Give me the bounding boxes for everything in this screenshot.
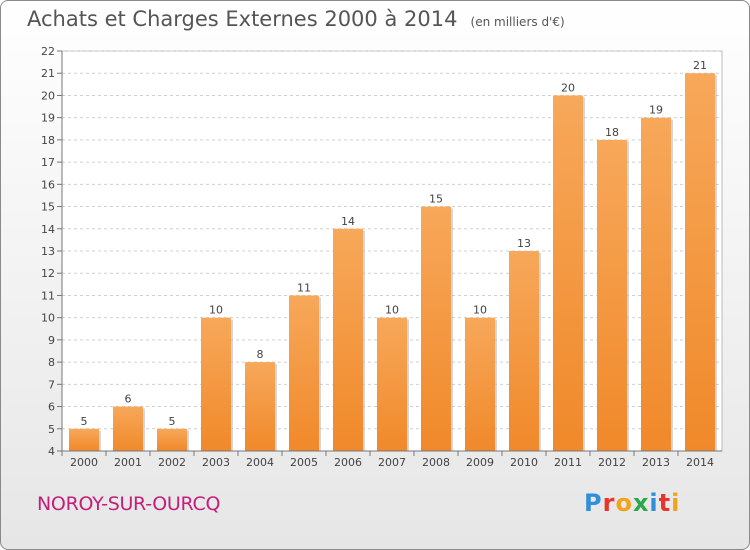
logo-letter: P — [584, 489, 603, 517]
y-tick-label: 17 — [41, 156, 55, 169]
logo-letter: i — [671, 489, 681, 517]
bar — [157, 428, 187, 451]
bar — [685, 73, 715, 451]
data-label: 10 — [209, 304, 223, 317]
bar — [509, 251, 539, 451]
logo-letter: t — [658, 489, 672, 517]
x-tick-label: 2003 — [202, 456, 230, 469]
logo-letter: r — [602, 489, 616, 517]
data-label: 10 — [473, 304, 487, 317]
data-label: 5 — [169, 415, 176, 428]
x-tick-label: 2001 — [114, 456, 142, 469]
y-tick-label: 16 — [41, 178, 55, 191]
y-tick-label: 12 — [41, 267, 55, 280]
y-tick-label: 21 — [41, 67, 55, 80]
x-tick-label: 2010 — [510, 456, 538, 469]
data-label: 21 — [693, 59, 707, 72]
y-tick-label: 20 — [41, 89, 55, 102]
x-tick-label: 2007 — [378, 456, 406, 469]
y-tick-label: 13 — [41, 245, 55, 258]
chart-title: Achats et Charges Externes 2000 à 2014 — [27, 7, 458, 31]
bar — [597, 139, 627, 451]
data-label: 19 — [649, 104, 663, 117]
x-tick-label: 2013 — [642, 456, 670, 469]
data-label: 11 — [297, 281, 311, 294]
data-label: 8 — [257, 348, 264, 361]
x-tick-label: 2006 — [334, 456, 362, 469]
commune-name: NOROY-SUR-OURCQ — [37, 493, 221, 515]
x-tick-label: 2004 — [246, 456, 274, 469]
bar — [289, 295, 319, 451]
bar — [377, 317, 407, 451]
bar — [641, 117, 671, 452]
logo-letter: o — [615, 489, 633, 517]
data-label: 14 — [341, 215, 355, 228]
data-label: 6 — [125, 393, 132, 406]
bar — [69, 428, 99, 451]
x-tick-label: 2012 — [598, 456, 626, 469]
bar — [553, 95, 583, 451]
bar — [465, 317, 495, 451]
y-tick-label: 10 — [41, 312, 55, 325]
data-label: 5 — [81, 415, 88, 428]
bar — [421, 206, 451, 451]
y-tick-label: 8 — [48, 356, 55, 369]
logo-letter: x — [632, 489, 650, 517]
y-tick-label: 5 — [48, 423, 55, 436]
chart-unit: (en milliers d'€) — [470, 15, 565, 29]
y-tick-label: 15 — [41, 201, 55, 214]
bar — [245, 362, 275, 451]
x-tick-label: 2008 — [422, 456, 450, 469]
x-tick-label: 2009 — [466, 456, 494, 469]
x-tick-label: 2005 — [290, 456, 318, 469]
x-tick-label: 2000 — [70, 456, 98, 469]
bar — [333, 228, 363, 451]
data-label: 10 — [385, 304, 399, 317]
x-tick-label: 2011 — [554, 456, 582, 469]
data-label: 15 — [429, 193, 443, 206]
y-tick-label: 4 — [48, 445, 55, 458]
data-label: 20 — [561, 81, 575, 94]
data-label: 18 — [605, 126, 619, 139]
bar — [113, 406, 143, 451]
y-tick-label: 19 — [41, 112, 55, 125]
logo-letter: i — [649, 489, 659, 517]
x-tick-label: 2014 — [686, 456, 714, 469]
y-tick-label: 9 — [48, 334, 55, 347]
y-tick-label: 22 — [41, 45, 55, 58]
x-tick-label: 2002 — [158, 456, 186, 469]
y-tick-label: 18 — [41, 134, 55, 147]
y-tick-label: 14 — [41, 223, 55, 236]
chart-title-block: Achats et Charges Externes 2000 à 2014 (… — [27, 7, 565, 31]
y-tick-label: 11 — [41, 289, 55, 302]
y-tick-label: 7 — [48, 378, 55, 391]
y-tick-label: 6 — [48, 401, 55, 414]
bar — [201, 317, 231, 451]
data-label: 13 — [517, 237, 531, 250]
proxiti-logo: Proxiti — [584, 489, 680, 517]
